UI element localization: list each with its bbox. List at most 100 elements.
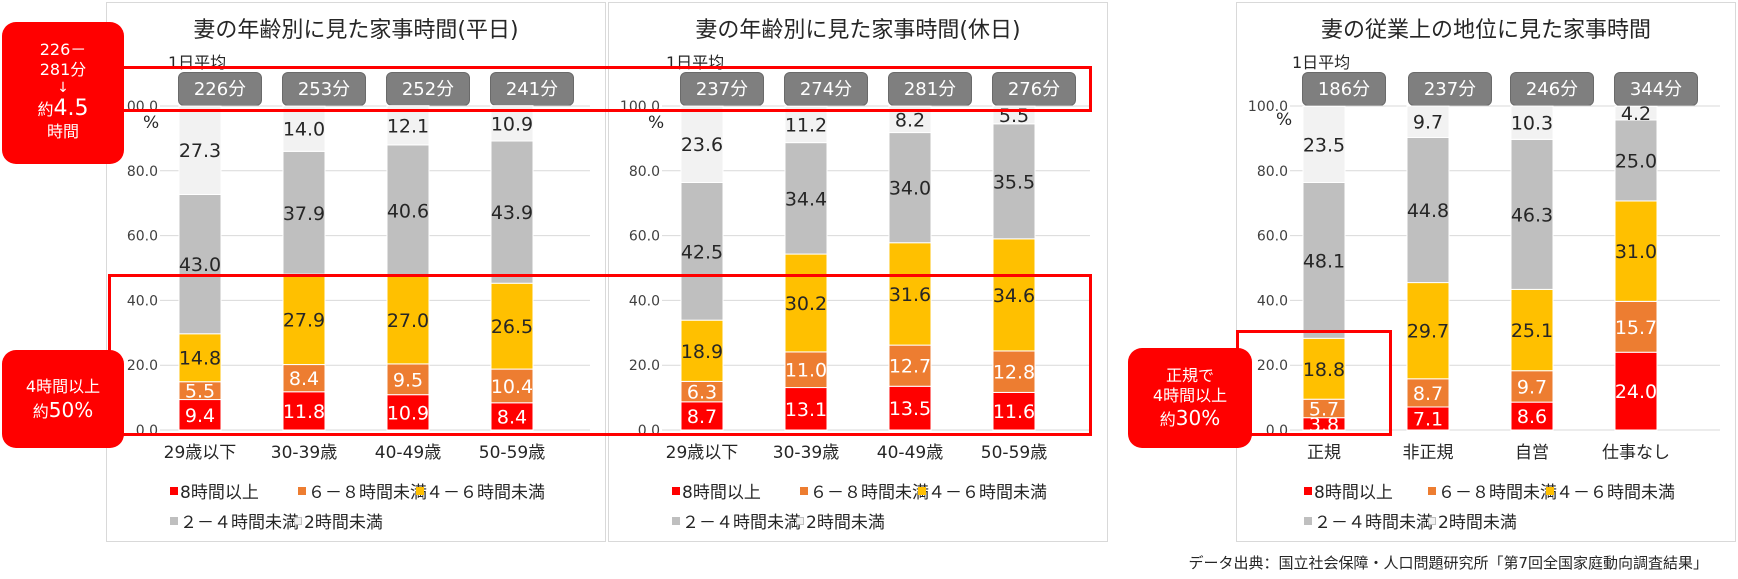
highlight-box-regular bbox=[1236, 330, 1392, 436]
bar-segment bbox=[1510, 288, 1554, 372]
bar-segment bbox=[888, 344, 932, 387]
bar-segment bbox=[1614, 119, 1658, 202]
average-pill: 237分 bbox=[680, 72, 764, 106]
bar-segment bbox=[784, 351, 828, 389]
data-label: 5.5 bbox=[185, 381, 215, 403]
bar-segment bbox=[1510, 401, 1554, 431]
legend-item: ２－４時間未満 bbox=[1304, 508, 1433, 533]
legend-swatch bbox=[1428, 517, 1436, 525]
data-label: 42.5 bbox=[681, 241, 723, 263]
legend-label: ６－８時間未満 bbox=[810, 483, 929, 503]
x-category-label: 29歳以下 bbox=[164, 443, 237, 463]
x-category-label: 40-49歳 bbox=[877, 443, 943, 463]
legend-label: 2時間未満 bbox=[1438, 513, 1517, 533]
bar-segment bbox=[888, 132, 932, 244]
data-label: 40.6 bbox=[387, 201, 429, 223]
data-label: 10.9 bbox=[387, 402, 429, 424]
data-label: 43.0 bbox=[179, 254, 221, 276]
bar-segment bbox=[1614, 300, 1658, 353]
average-pill: 344分 bbox=[1614, 72, 1698, 106]
legend-label: ６－８時間未満 bbox=[1438, 483, 1557, 503]
highlight-box-averages bbox=[120, 66, 1092, 112]
y-tick-label: 60.0 bbox=[1257, 229, 1288, 245]
percent-axis-unit-holiday: % bbox=[648, 113, 665, 133]
data-label: 11.0 bbox=[785, 360, 827, 382]
bar-segment bbox=[992, 391, 1036, 431]
x-category-label: 29歳以下 bbox=[666, 443, 739, 463]
average-pill: 246分 bbox=[1510, 72, 1594, 106]
legend-swatch bbox=[672, 487, 680, 495]
callout-prefix: 約 bbox=[32, 402, 49, 421]
bar-segment bbox=[784, 387, 828, 431]
bar-segment bbox=[1302, 181, 1346, 339]
legend-item: ２－４時間未満 bbox=[672, 508, 801, 533]
y-tick-label: 80.0 bbox=[1257, 164, 1288, 180]
y-tick-label: 20.0 bbox=[1257, 358, 1288, 374]
data-label: 25.0 bbox=[1615, 150, 1657, 172]
average-pill: 226分 bbox=[178, 72, 262, 106]
bar-segment bbox=[282, 273, 326, 366]
average-pill: 241分 bbox=[490, 72, 574, 106]
bar-segment bbox=[490, 402, 534, 431]
x-category-label: 正規 bbox=[1307, 443, 1341, 463]
data-label: 24.0 bbox=[1615, 381, 1657, 403]
x-category-label: 50-59歳 bbox=[981, 443, 1047, 463]
data-source-note: データ出典：国立社会保障・人口問題研究所「第7回全国家庭動向調査結果」 bbox=[1188, 554, 1708, 572]
bar-segment bbox=[680, 181, 724, 321]
data-label: 8.6 bbox=[1517, 406, 1547, 428]
callout-regular-share: 正規で 4時間以上 約30% bbox=[1128, 348, 1252, 448]
bar-segment bbox=[1302, 337, 1346, 400]
y-tick-label: 20.0 bbox=[127, 358, 158, 374]
data-label: 9.4 bbox=[185, 405, 215, 427]
legend-item: ４－６時間未満 bbox=[1546, 478, 1675, 503]
bar-segment bbox=[386, 275, 430, 365]
legend-label: 8時間以上 bbox=[682, 483, 761, 503]
bar-segment bbox=[1614, 105, 1658, 121]
legend-employment: 8時間以上 ６－８時間未満 ４－６時間未満 ２－４時間未満 2時間未満 bbox=[1304, 478, 1724, 538]
data-label: 23.6 bbox=[681, 134, 723, 156]
data-label: 27.0 bbox=[387, 310, 429, 332]
legend-item: ２－４時間未満 bbox=[170, 508, 299, 533]
legend-swatch bbox=[416, 487, 424, 495]
chart-title-weekday: 妻の年齢別に見た家事時間(平日) bbox=[193, 18, 519, 43]
x-category-label: 仕事なし bbox=[1602, 443, 1670, 463]
callout-weekday-share: 4時間以上 約50% bbox=[2, 350, 124, 448]
legend-swatch bbox=[796, 517, 804, 525]
bar-segment bbox=[178, 105, 222, 195]
callout-prefix: 約 bbox=[1159, 410, 1176, 429]
legend-label: 8時間以上 bbox=[1314, 483, 1393, 503]
callout-line: 226－ bbox=[39, 40, 87, 59]
bar-segment bbox=[282, 150, 326, 275]
data-label: 31.6 bbox=[889, 284, 931, 306]
average-pill: 274分 bbox=[784, 72, 868, 106]
bar-segment bbox=[992, 350, 1036, 393]
data-label: 18.8 bbox=[1303, 359, 1345, 381]
legend-swatch bbox=[1546, 487, 1554, 495]
data-label: 29.7 bbox=[1407, 321, 1449, 343]
legend-label: ４－６時間未満 bbox=[1556, 483, 1675, 503]
legend-item: 2時間未満 bbox=[294, 508, 383, 533]
data-label: 44.8 bbox=[1407, 200, 1449, 222]
data-label: 18.9 bbox=[681, 341, 723, 363]
legend-item: ６－８時間未満 bbox=[1428, 478, 1557, 503]
y-tick-label: 80.0 bbox=[127, 164, 158, 180]
bar-segment bbox=[386, 144, 430, 277]
average-pill: 252分 bbox=[386, 72, 470, 106]
legend-item: 8時間以上 bbox=[170, 478, 259, 503]
data-label: 31.0 bbox=[1615, 241, 1657, 263]
callout-arrow: ↓ bbox=[57, 80, 69, 96]
y-tick-label: 60.0 bbox=[127, 229, 158, 245]
data-label: 3.8 bbox=[1309, 414, 1339, 436]
data-label: 12.7 bbox=[889, 356, 931, 378]
callout-line: 約4.5 bbox=[2, 96, 124, 123]
x-category-label: 非正規 bbox=[1403, 443, 1454, 463]
data-label: 8.4 bbox=[497, 406, 527, 428]
data-label: 27.9 bbox=[283, 309, 325, 331]
legend-item: ４－６時間未満 bbox=[918, 478, 1047, 503]
average-pill: 237分 bbox=[1408, 72, 1492, 106]
data-label: 43.9 bbox=[491, 202, 533, 224]
callout-prefix: 約 bbox=[37, 100, 54, 119]
data-label: 13.5 bbox=[889, 398, 931, 420]
data-label: 10.3 bbox=[1511, 113, 1553, 135]
data-label: 9.7 bbox=[1413, 112, 1443, 134]
